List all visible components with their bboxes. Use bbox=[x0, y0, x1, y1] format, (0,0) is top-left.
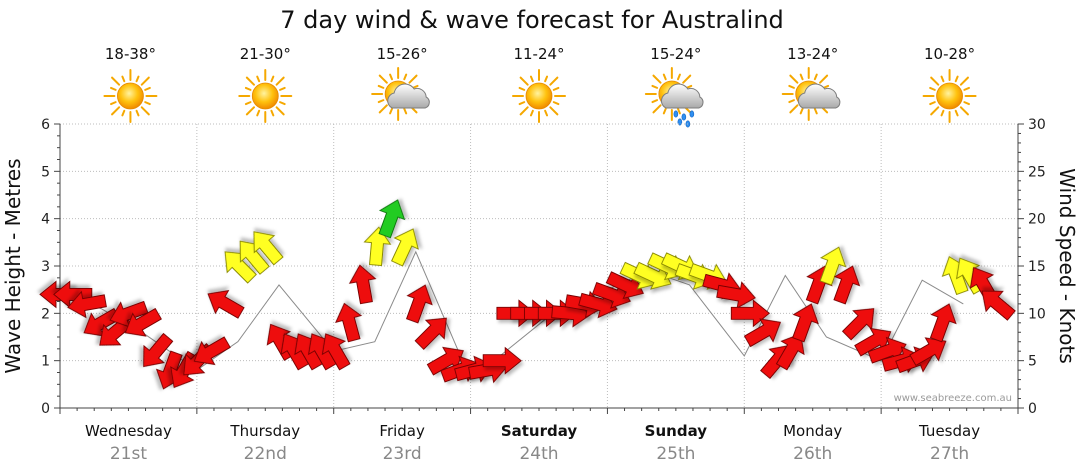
weather-row: 18-38° 21-30° 15-26° 11-24° 15-24° 13-24° 10-2… bbox=[103, 45, 977, 128]
wind-arrow bbox=[775, 333, 805, 371]
sunny-icon bbox=[238, 69, 293, 123]
temperature-label: 15-26° bbox=[377, 45, 428, 63]
wind-arrow bbox=[67, 290, 107, 319]
wind-arrow bbox=[253, 231, 284, 266]
temperature-label: 13-24° bbox=[787, 45, 838, 63]
temperature-label: 21-30° bbox=[240, 45, 291, 63]
wind-arrow bbox=[239, 240, 270, 275]
wind-arrow bbox=[833, 265, 861, 305]
sunny-icon bbox=[103, 69, 158, 123]
wind-arrow bbox=[335, 302, 363, 343]
sunny-icon bbox=[512, 69, 566, 123]
day-name-label: Wednesday bbox=[85, 422, 172, 440]
day-date-label: 21st bbox=[110, 444, 147, 464]
temperature-label: 18-38° bbox=[105, 45, 156, 63]
left-tick-label: 3 bbox=[41, 259, 50, 275]
y-left-label: Wave Height - Metres bbox=[1, 158, 25, 373]
wind-arrow bbox=[743, 318, 782, 348]
temperature-label: 11-24° bbox=[513, 45, 564, 63]
wind-arrow bbox=[109, 300, 149, 328]
day-date-label: 22nd bbox=[244, 444, 287, 464]
day-date-label: 23rd bbox=[383, 444, 422, 464]
day-name-label: Monday bbox=[783, 422, 842, 440]
wind-arrow bbox=[929, 303, 957, 343]
wind-arrow bbox=[378, 199, 406, 239]
day-date-label: 24th bbox=[519, 444, 558, 464]
wind-arrow bbox=[819, 246, 847, 286]
left-tick-label: 1 bbox=[41, 354, 50, 370]
wind-arrow bbox=[406, 284, 433, 324]
left-tick-label: 2 bbox=[41, 306, 50, 322]
wind-arrow bbox=[854, 327, 892, 357]
right-tick-label: 30 bbox=[1028, 117, 1046, 133]
partly-cloudy-icon bbox=[371, 67, 430, 121]
left-tick-label: 4 bbox=[41, 212, 50, 228]
day-name-label: Sunday bbox=[645, 422, 708, 440]
right-tick-label: 10 bbox=[1028, 306, 1046, 322]
wind-arrow bbox=[391, 228, 419, 267]
temperature-label: 15-24° bbox=[650, 45, 701, 63]
wind-arrow bbox=[716, 281, 756, 309]
day-name-label: Saturday bbox=[501, 422, 578, 440]
right-tick-label: 15 bbox=[1028, 259, 1046, 275]
wind-arrow bbox=[224, 251, 257, 284]
left-tick-label: 6 bbox=[41, 117, 50, 133]
chart-title: 7 day wind & wave forecast for Australin… bbox=[280, 6, 784, 34]
wind-arrow bbox=[193, 336, 231, 366]
wind-arrow bbox=[482, 346, 522, 375]
temperature-label: 10-28° bbox=[924, 45, 975, 63]
day-date-label: 26th bbox=[793, 444, 832, 464]
right-tick-label: 0 bbox=[1028, 401, 1037, 417]
wind-arrow bbox=[414, 317, 447, 350]
wind-arrow bbox=[83, 307, 121, 337]
day-labels: Wednesday 21st Thursday 22nd Friday 23rd Satur… bbox=[85, 422, 980, 464]
day-date-label: 25th bbox=[656, 444, 695, 464]
wind-arrow bbox=[981, 290, 1016, 321]
right-axis-ticks: 0 5 10 15 20 25 30 bbox=[1018, 117, 1046, 417]
sunny-icon bbox=[922, 69, 977, 123]
left-tick-label: 5 bbox=[41, 164, 50, 180]
y-right-label: Wind Speed - Knots bbox=[1055, 168, 1079, 364]
day-date-label: 27th bbox=[930, 444, 969, 464]
left-tick-label: 0 bbox=[41, 401, 50, 417]
wind-arrow bbox=[321, 333, 351, 371]
wind-arrow bbox=[348, 264, 377, 305]
left-axis-ticks: 0 1 2 3 4 5 6 bbox=[41, 117, 1019, 417]
wind-arrow bbox=[53, 280, 93, 309]
day-name-label: Tuesday bbox=[918, 422, 980, 440]
right-tick-label: 5 bbox=[1028, 354, 1037, 370]
sun-shower-icon bbox=[644, 67, 704, 128]
watermark: www.seabreeze.com.au bbox=[894, 393, 1012, 404]
wind-arrow bbox=[143, 332, 174, 368]
wind-arrow bbox=[207, 290, 245, 319]
day-name-label: Thursday bbox=[229, 422, 300, 440]
day-name-label: Friday bbox=[379, 422, 425, 440]
chart-grid bbox=[60, 123, 1018, 408]
wind-arrow bbox=[426, 346, 464, 376]
right-tick-label: 20 bbox=[1028, 212, 1046, 228]
wind-arrow bbox=[909, 337, 947, 367]
partly-cloudy-icon bbox=[781, 67, 841, 121]
wind-arrow bbox=[841, 308, 875, 341]
wind-arrow bbox=[124, 307, 162, 337]
wind-arrow bbox=[792, 303, 819, 343]
wind-series bbox=[39, 199, 1016, 390]
right-tick-label: 25 bbox=[1028, 164, 1046, 180]
